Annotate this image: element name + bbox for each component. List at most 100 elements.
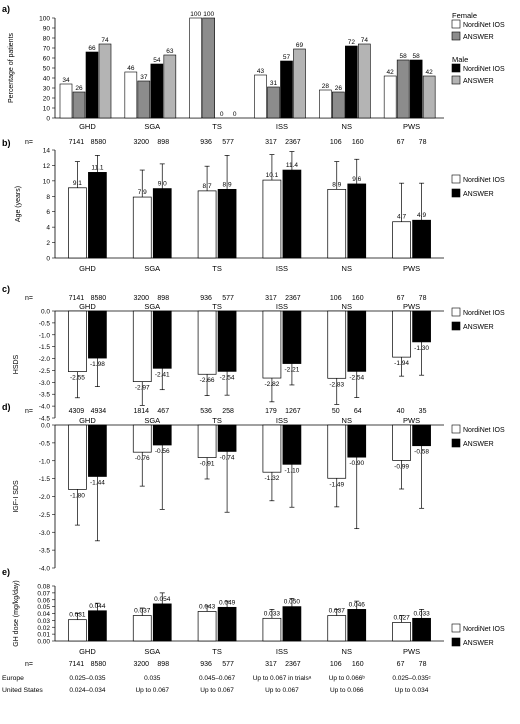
legend-male-title: Male: [452, 55, 468, 64]
legend-swatch: [451, 75, 461, 85]
y-tick-label-c: -2.5: [39, 368, 51, 375]
bar-c: [327, 310, 347, 379]
bar-d: [412, 424, 431, 447]
category-label-d: GHD: [79, 416, 96, 425]
y-tick-label-d: -3.0: [39, 530, 51, 537]
category-label-c: TS: [212, 302, 222, 311]
n-value: 8580: [91, 661, 107, 668]
n-value: 35: [419, 408, 427, 415]
y-tick-label-b: 14: [43, 148, 51, 155]
value-label-b: 11.4: [286, 162, 299, 169]
category-label-d: ISS: [276, 416, 288, 425]
category-label-e: TS: [212, 647, 222, 656]
category-label-b: GHD: [79, 264, 96, 273]
legend-label: NordiNet IOS: [463, 22, 505, 29]
bar-a: [293, 48, 306, 119]
bar-b: [152, 188, 172, 259]
value-label-b: 4.9: [417, 212, 426, 219]
value-label-e: 0.031: [69, 612, 86, 619]
bar-a: [137, 80, 151, 119]
bar-a: [59, 83, 73, 119]
value-label-a: 31: [270, 80, 278, 87]
n-value: 2367: [285, 139, 301, 146]
category-label-e: GHD: [79, 647, 96, 656]
category-label-e: SGA: [144, 647, 160, 656]
europe-label: Europe: [2, 675, 24, 682]
n-value: 78: [419, 295, 427, 302]
bar-e: [412, 617, 431, 642]
value-label-d: -0.58: [414, 449, 429, 456]
y-tick-label-b: 8: [46, 194, 50, 201]
bar-c: [197, 310, 217, 375]
y-tick-label-a: 80: [43, 36, 51, 43]
category-label-a: ISS: [276, 122, 288, 131]
bar-d: [217, 424, 237, 452]
y-tick-label-d: -0.5: [39, 440, 51, 447]
y-tick-label-a: 40: [43, 76, 51, 83]
y-tick-label-d: 0.0: [41, 423, 50, 430]
us-range: Up to 0.066: [330, 687, 364, 694]
legend-label: ANSWER: [463, 34, 494, 41]
y-tick-label-e: 0.05: [37, 604, 50, 611]
y-tick-label-d: -3.5: [39, 548, 51, 555]
bar-e: [132, 615, 152, 642]
bar-c: [217, 310, 237, 372]
bar-b: [68, 187, 87, 259]
panel-a: a) 0 10 20 30 40 50 60 70 80 90 100 Percentage of pa…: [2, 4, 444, 131]
bar-b: [282, 169, 302, 259]
y-tick-label-d: -1.5: [39, 476, 51, 483]
value-label-e: 0.049: [219, 599, 236, 606]
europe-range: 0.045–0.067: [199, 675, 236, 682]
value-label-e: 0.043: [199, 603, 216, 610]
n-value: 536: [200, 408, 212, 415]
y-tick-label-c: -2.0: [39, 356, 51, 363]
value-label-d: -0.74: [220, 454, 235, 461]
value-label-d: -1.49: [329, 481, 344, 488]
value-label-a: 58: [400, 53, 408, 60]
n-value: 160: [352, 139, 364, 146]
bar-a: [383, 75, 397, 119]
category-label-c: SGA: [144, 302, 160, 311]
bar-d: [282, 424, 302, 465]
bar-e: [262, 617, 282, 642]
value-label-c: -1.94: [394, 360, 409, 367]
bar-b: [217, 188, 237, 259]
bar-a: [319, 89, 332, 119]
y-axis-title-b: Age (years): [15, 186, 22, 222]
bar-d: [262, 424, 282, 473]
us-range: Up to 0.067: [135, 687, 169, 694]
category-label-e: ISS: [276, 647, 288, 656]
panel-e: e) 0.000.010.020.030.040.050.060.070.08 GH…: [2, 567, 505, 668]
y-tick-label-a: 10: [43, 106, 51, 113]
panel-letter-a: a): [2, 4, 10, 14]
y-tick-label-a: 20: [43, 96, 51, 103]
category-label-b: ISS: [276, 264, 288, 273]
n-prefix: n=: [25, 661, 33, 668]
value-label-b: 7.9: [138, 189, 147, 196]
bar-c: [347, 310, 367, 372]
y-tick-label-e: 0.06: [37, 597, 50, 604]
bar-e: [217, 606, 237, 642]
value-label-a: 74: [101, 37, 109, 44]
n-value: 8580: [91, 295, 107, 302]
n-value: 317: [265, 139, 277, 146]
y-tick-label-b: 6: [46, 209, 50, 216]
legend-swatch: [451, 31, 461, 41]
value-label-c: -2.82: [265, 381, 280, 388]
legend-label: NordiNet IOS: [463, 66, 505, 73]
legend-swatch: [451, 438, 461, 448]
n-value: 4934: [91, 408, 107, 415]
bar-e: [327, 615, 347, 642]
bar-a: [280, 60, 293, 119]
value-label-a: 46: [127, 65, 135, 72]
legend-label: ANSWER: [463, 78, 494, 85]
bar-a: [332, 91, 345, 119]
y-tick-label-e: 0.00: [37, 639, 50, 646]
legend-label: NordiNet IOS: [463, 177, 505, 184]
y-tick-label-a: 30: [43, 86, 51, 93]
bar-d: [347, 424, 367, 458]
value-label-c: -2.66: [200, 377, 215, 384]
value-label-a: 74: [361, 37, 369, 44]
value-label-d: -0.56: [155, 448, 170, 455]
legend-swatch: [451, 623, 461, 633]
